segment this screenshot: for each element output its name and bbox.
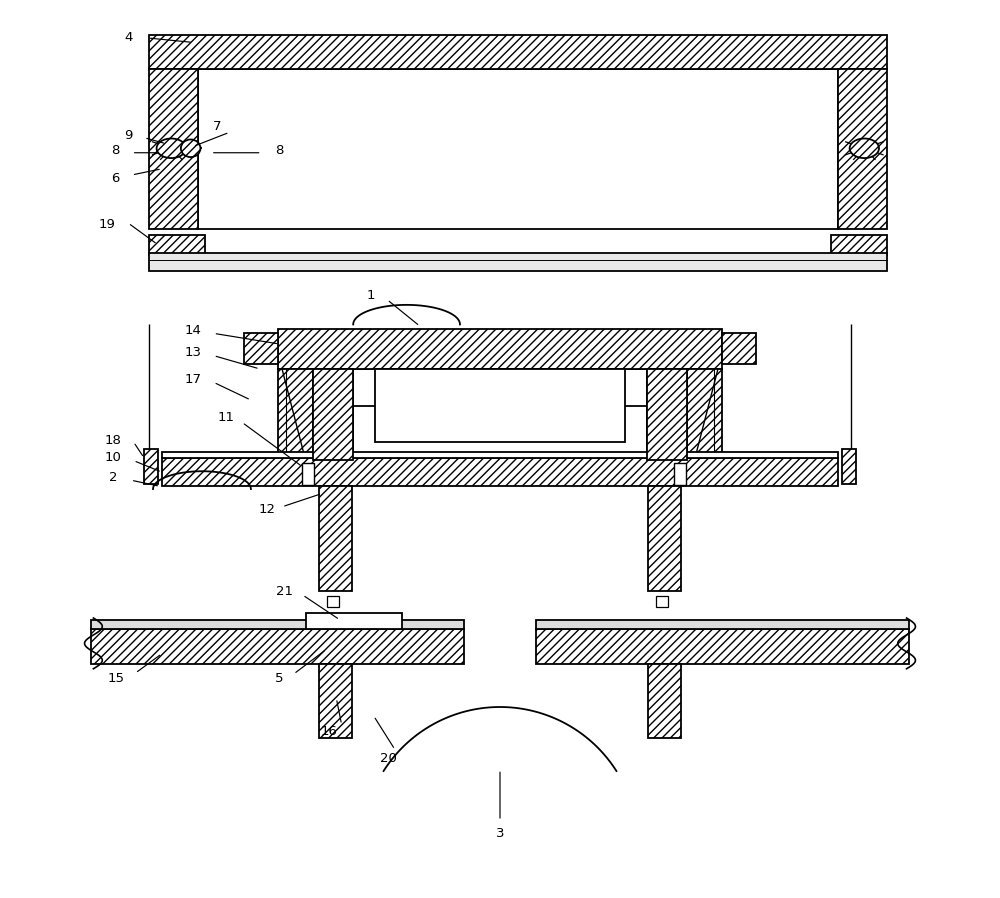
- Bar: [162, 452, 838, 458]
- Ellipse shape: [181, 139, 200, 157]
- Text: 9: 9: [124, 129, 132, 143]
- Bar: [722, 333, 756, 365]
- Text: 1: 1: [367, 288, 375, 302]
- Bar: [375, 369, 625, 442]
- Bar: [306, 612, 402, 629]
- Text: 3: 3: [496, 827, 504, 840]
- Bar: [162, 458, 838, 487]
- Ellipse shape: [850, 138, 879, 158]
- Text: 11: 11: [217, 411, 234, 425]
- Ellipse shape: [157, 138, 186, 158]
- Bar: [687, 369, 722, 460]
- Bar: [244, 333, 278, 365]
- Text: 8: 8: [275, 144, 284, 156]
- Text: 13: 13: [185, 347, 202, 359]
- Text: 2: 2: [109, 471, 117, 484]
- Polygon shape: [647, 369, 687, 460]
- Bar: [144, 449, 158, 484]
- Text: 12: 12: [258, 503, 275, 516]
- Bar: [149, 35, 887, 69]
- Text: 5: 5: [275, 672, 284, 685]
- Bar: [674, 463, 686, 485]
- Text: 7: 7: [213, 120, 221, 134]
- Text: 6: 6: [111, 172, 120, 185]
- Bar: [149, 253, 887, 271]
- Bar: [536, 620, 909, 629]
- Bar: [278, 369, 313, 460]
- Bar: [91, 620, 464, 629]
- Text: 21: 21: [276, 585, 293, 598]
- Bar: [648, 665, 681, 738]
- Text: 10: 10: [105, 452, 121, 464]
- Bar: [838, 69, 887, 229]
- Text: 18: 18: [105, 434, 121, 446]
- Bar: [149, 69, 198, 229]
- Bar: [319, 487, 352, 592]
- Bar: [842, 449, 856, 484]
- Text: 14: 14: [185, 324, 202, 337]
- Text: 4: 4: [124, 31, 132, 45]
- Bar: [656, 595, 668, 607]
- Bar: [319, 665, 352, 738]
- Bar: [302, 463, 314, 485]
- Text: 16: 16: [321, 726, 338, 738]
- Text: 20: 20: [380, 753, 397, 765]
- Text: 19: 19: [98, 218, 115, 232]
- Bar: [327, 595, 339, 607]
- Bar: [278, 329, 722, 369]
- Bar: [831, 235, 887, 255]
- Bar: [149, 235, 205, 255]
- Text: 15: 15: [107, 672, 124, 685]
- Polygon shape: [313, 369, 353, 460]
- Bar: [536, 629, 909, 665]
- Bar: [198, 69, 838, 229]
- Bar: [353, 369, 647, 460]
- Bar: [648, 487, 681, 592]
- Bar: [91, 629, 464, 665]
- Text: 17: 17: [185, 373, 202, 386]
- Text: 8: 8: [111, 144, 120, 156]
